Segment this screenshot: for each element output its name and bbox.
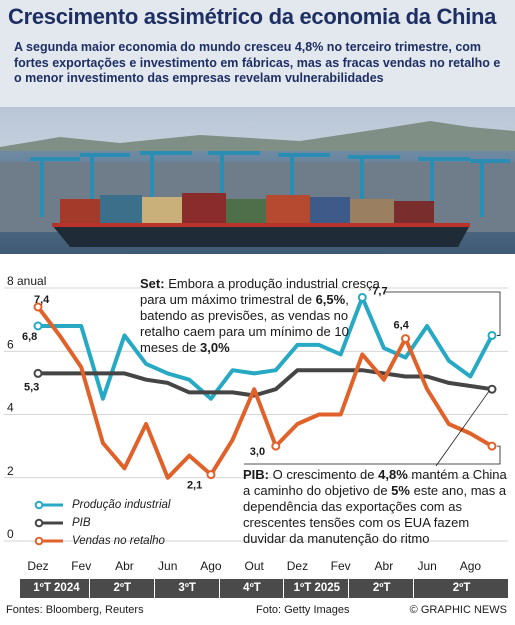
y-tick-label: 6 (7, 337, 14, 351)
quarter-label: 2ºT (348, 579, 414, 598)
footer-photo-credit: Foto: Getty Images (256, 604, 350, 616)
page-title: Crescimento assimétrico da economia da C… (8, 4, 497, 29)
page-subtitle: A segunda maior economia do mundo cresce… (14, 40, 501, 85)
month-label: Fev (71, 559, 92, 573)
note-pib-text2: mantém a China a caminho do objetivo de (243, 467, 507, 498)
end-marker-retail (487, 441, 497, 451)
month-label: Ago (459, 559, 482, 573)
series-points (33, 292, 497, 480)
month-label: Abr (374, 559, 394, 573)
end-marker-pib (487, 384, 497, 394)
legend-label-pib: PIB (72, 517, 91, 529)
series-lines (36, 295, 494, 480)
port-photo (0, 107, 515, 254)
legend-label-industrial: Produção industrial (72, 499, 171, 511)
note-pib-value1: 4,8% (378, 467, 408, 482)
month-label: Abr (115, 559, 134, 573)
labeled-marker-retail (33, 302, 43, 312)
quarter-label: 1ºT 2024 (33, 582, 80, 594)
callout-retail-line (244, 445, 501, 465)
note-set-lead: Set: (140, 276, 165, 291)
legend-swatch-retail (34, 536, 63, 546)
data-label-retail: 7,4 (34, 294, 50, 306)
labeled-marker-industrial (33, 321, 43, 331)
month-axis: Dez Fev Abr Jun Ago Out Dez Fev Abr Jun Ago (0, 555, 515, 579)
data-label-pib: 5,3 (24, 381, 39, 393)
month-label: Dez (286, 559, 309, 573)
note-set-value1: 6,5% (315, 292, 346, 307)
series-line-industrial (36, 295, 494, 401)
quarter-label: 2ºT (88, 579, 155, 598)
month-label: Jun (417, 559, 437, 573)
quarter-label: 1ºT 2025 (283, 579, 349, 598)
series-line-pib (36, 368, 494, 398)
note-pib-text: O crescimento de (272, 467, 375, 482)
callout-pib-line (435, 390, 490, 467)
data-label-industrial: 6,8 (22, 331, 37, 343)
legend-label-retail: Vendas no retalho (72, 535, 165, 547)
callout-lines (244, 291, 501, 467)
quarter-label: 4ºT (218, 579, 285, 598)
quarter-label: 2ºT (413, 579, 509, 598)
note-pib-value2: 5% (391, 483, 410, 498)
quarter-label: 3ºT (153, 579, 220, 598)
y-tick-label: 2 (7, 464, 14, 478)
month-label: Dez (27, 559, 49, 573)
legend: Produção industrial PIB Vendas no retalh… (34, 497, 170, 551)
note-pib-lead: PIB: (243, 467, 269, 482)
month-label: Fev (330, 559, 351, 573)
note-set-value2: 3,0% (200, 340, 230, 355)
callout-set-line (384, 291, 501, 336)
end-marker-industrial (487, 330, 497, 340)
y-tick-label: 8 anual (7, 274, 46, 288)
month-label: Jun (158, 559, 178, 573)
note-pib-text3: este ano, mas a dependência das exportaç… (243, 483, 507, 546)
data-label-retail: 2,1 (187, 480, 202, 492)
data-label-retail: 6,4 (394, 320, 410, 332)
note-pib: PIB: O crescimento de 4,8% mantém a Chin… (243, 467, 513, 547)
y-tick-label: 0 (7, 527, 14, 541)
data-label-industrial: 7,7 (372, 285, 387, 297)
legend-item-retail: Vendas no retalho (34, 533, 170, 549)
legend-item-industrial: Produção industrial (34, 497, 170, 513)
labeled-marker-industrial (357, 292, 367, 302)
legend-swatch-industrial (34, 500, 63, 510)
labeled-marker-retail (206, 470, 216, 480)
footer-sources: Fontes: Bloomberg, Reuters (6, 604, 144, 616)
legend-item-pib: PIB (34, 515, 170, 531)
labeled-marker-pib (33, 368, 43, 378)
quarter-bar: 1ºT 2024 2ºT 3ºT 4ºT 1ºT 2025 2ºT 2ºT (20, 579, 508, 598)
note-set-text: Embora a produção industrial cresça para… (140, 276, 380, 307)
note-set-text2: , batendo as previsões, as vendas no ret… (140, 292, 349, 355)
month-label: Ago (200, 559, 222, 573)
data-labels: 6,8 7,7 5,3 7,4 2,1 3,0 6,4 (22, 285, 410, 491)
series-line-retail (36, 305, 494, 480)
data-label-retail: 3,0 (250, 446, 265, 458)
month-label: Out (244, 559, 264, 573)
footer-brand: © GRAPHIC NEWS (409, 604, 507, 616)
labeled-marker-retail (401, 334, 411, 344)
note-set: Set: Embora a produção industrial cresça… (140, 276, 380, 356)
legend-swatch-pib (34, 518, 63, 528)
labeled-marker-retail (271, 441, 281, 451)
y-ticks: 0 2 4 6 8 anual (7, 274, 46, 541)
y-tick-label: 4 (7, 401, 14, 415)
header: Crescimento assimétrico da economia da C… (0, 0, 515, 107)
